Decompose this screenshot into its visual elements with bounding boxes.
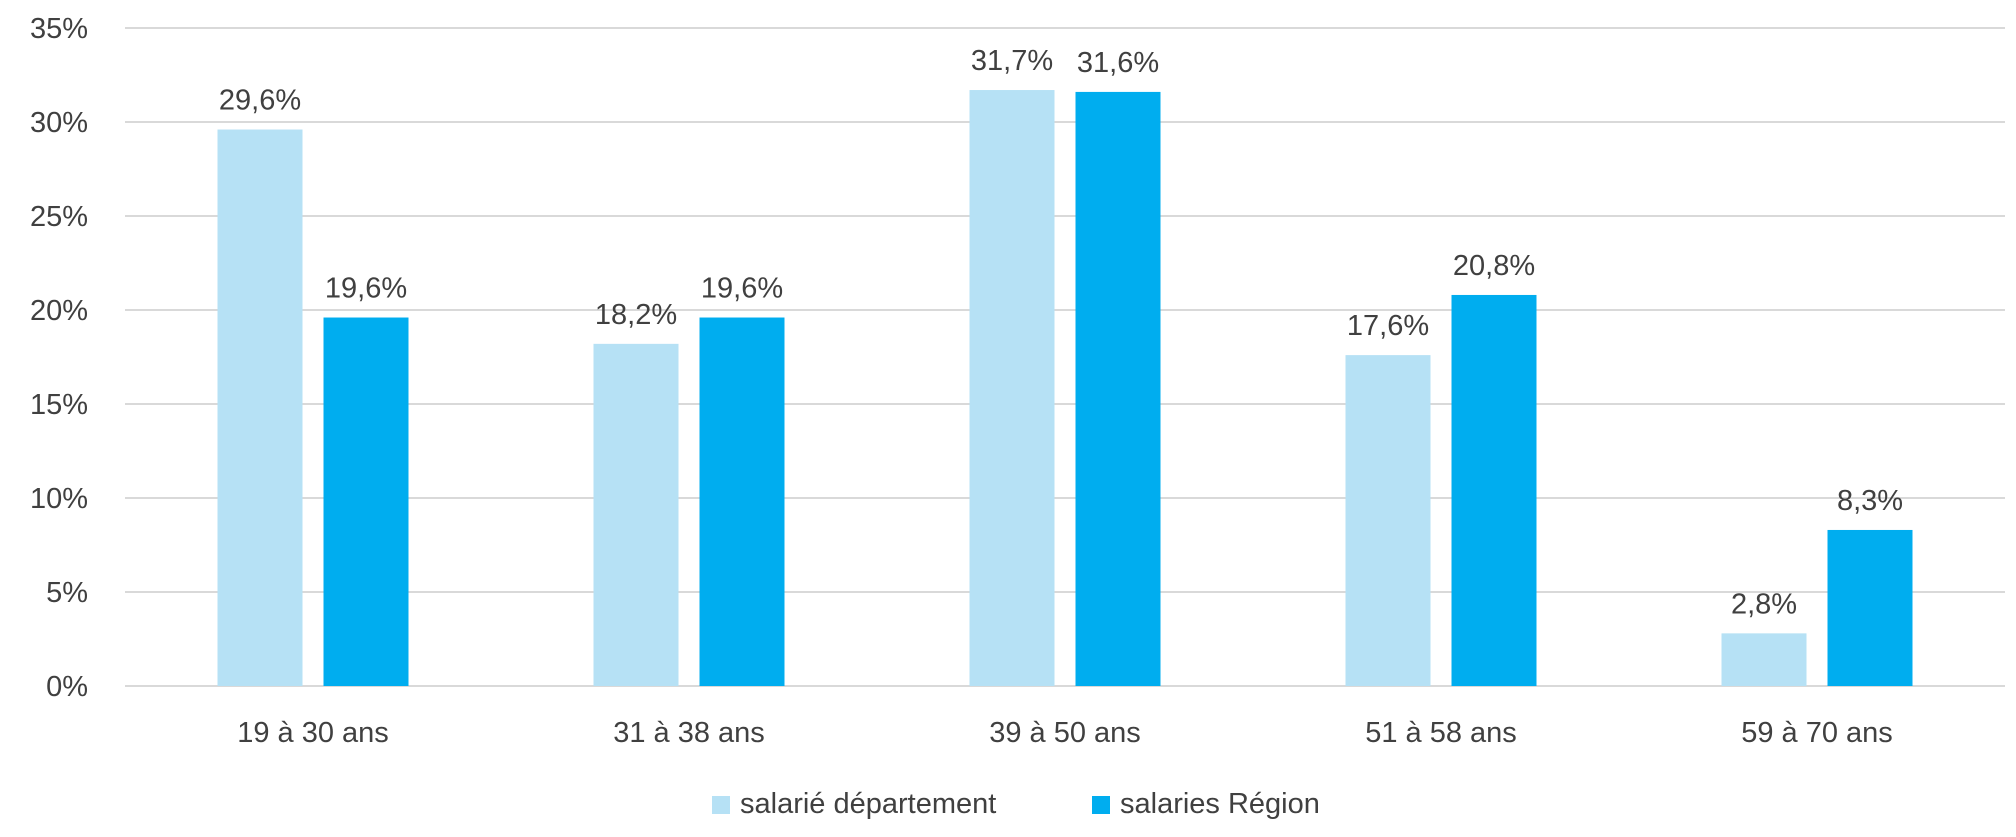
data-label: 31,7% (971, 45, 1053, 77)
y-tick-label: 20% (30, 295, 88, 327)
data-label: 20,8% (1453, 250, 1535, 282)
data-label: 18,2% (595, 299, 677, 331)
data-label: 29,6% (219, 85, 301, 117)
legend: salarié département salaries Région (712, 788, 1320, 820)
x-category-label: 51 à 58 ans (1365, 717, 1517, 749)
data-label: 2,8% (1731, 588, 1797, 620)
x-axis-category-labels: 19 à 30 ans 31 à 38 ans 39 à 50 ans 51 à 58… (237, 717, 1893, 749)
bar-departement (1345, 355, 1431, 686)
bars (217, 90, 1913, 687)
y-tick-label: 35% (30, 13, 88, 45)
legend-label: salarié département (740, 788, 996, 820)
y-axis-tick-labels: 0% 5% 10% 15% 20% 25% 30% 35% (30, 13, 88, 703)
gridlines (125, 27, 2005, 687)
y-tick-label: 25% (30, 201, 88, 233)
x-category-label: 31 à 38 ans (613, 717, 765, 749)
bar-region (1075, 91, 1161, 687)
x-category-label: 19 à 30 ans (237, 717, 389, 749)
legend-item-departement: salarié département (712, 788, 996, 820)
data-label: 31,6% (1077, 47, 1159, 79)
bar-departement (1721, 633, 1807, 686)
y-tick-label: 15% (30, 389, 88, 421)
y-tick-label: 5% (46, 577, 88, 609)
y-tick-label: 10% (30, 483, 88, 515)
data-labels: 29,6% 19,6% 18,2% 19,6% 31,7% 31,6% 17,6% 20,8%… (219, 45, 1903, 620)
data-label: 19,6% (325, 273, 407, 305)
bar-region (1451, 294, 1537, 686)
legend-swatch (1092, 796, 1110, 814)
bar-region (323, 317, 409, 686)
bar-region (699, 317, 785, 686)
bar-departement (593, 343, 679, 686)
legend-swatch (712, 796, 730, 814)
data-label: 17,6% (1347, 310, 1429, 342)
y-tick-label: 30% (30, 107, 88, 139)
data-label: 8,3% (1837, 485, 1903, 517)
x-category-label: 39 à 50 ans (989, 717, 1141, 749)
bar-region (1827, 529, 1913, 686)
x-category-label: 59 à 70 ans (1741, 717, 1893, 749)
bar-departement (217, 129, 303, 686)
bar-departement (969, 90, 1055, 687)
legend-item-region: salaries Région (1092, 788, 1320, 820)
data-label: 19,6% (701, 273, 783, 305)
y-tick-label: 0% (46, 671, 88, 703)
legend-label: salaries Région (1120, 788, 1320, 820)
